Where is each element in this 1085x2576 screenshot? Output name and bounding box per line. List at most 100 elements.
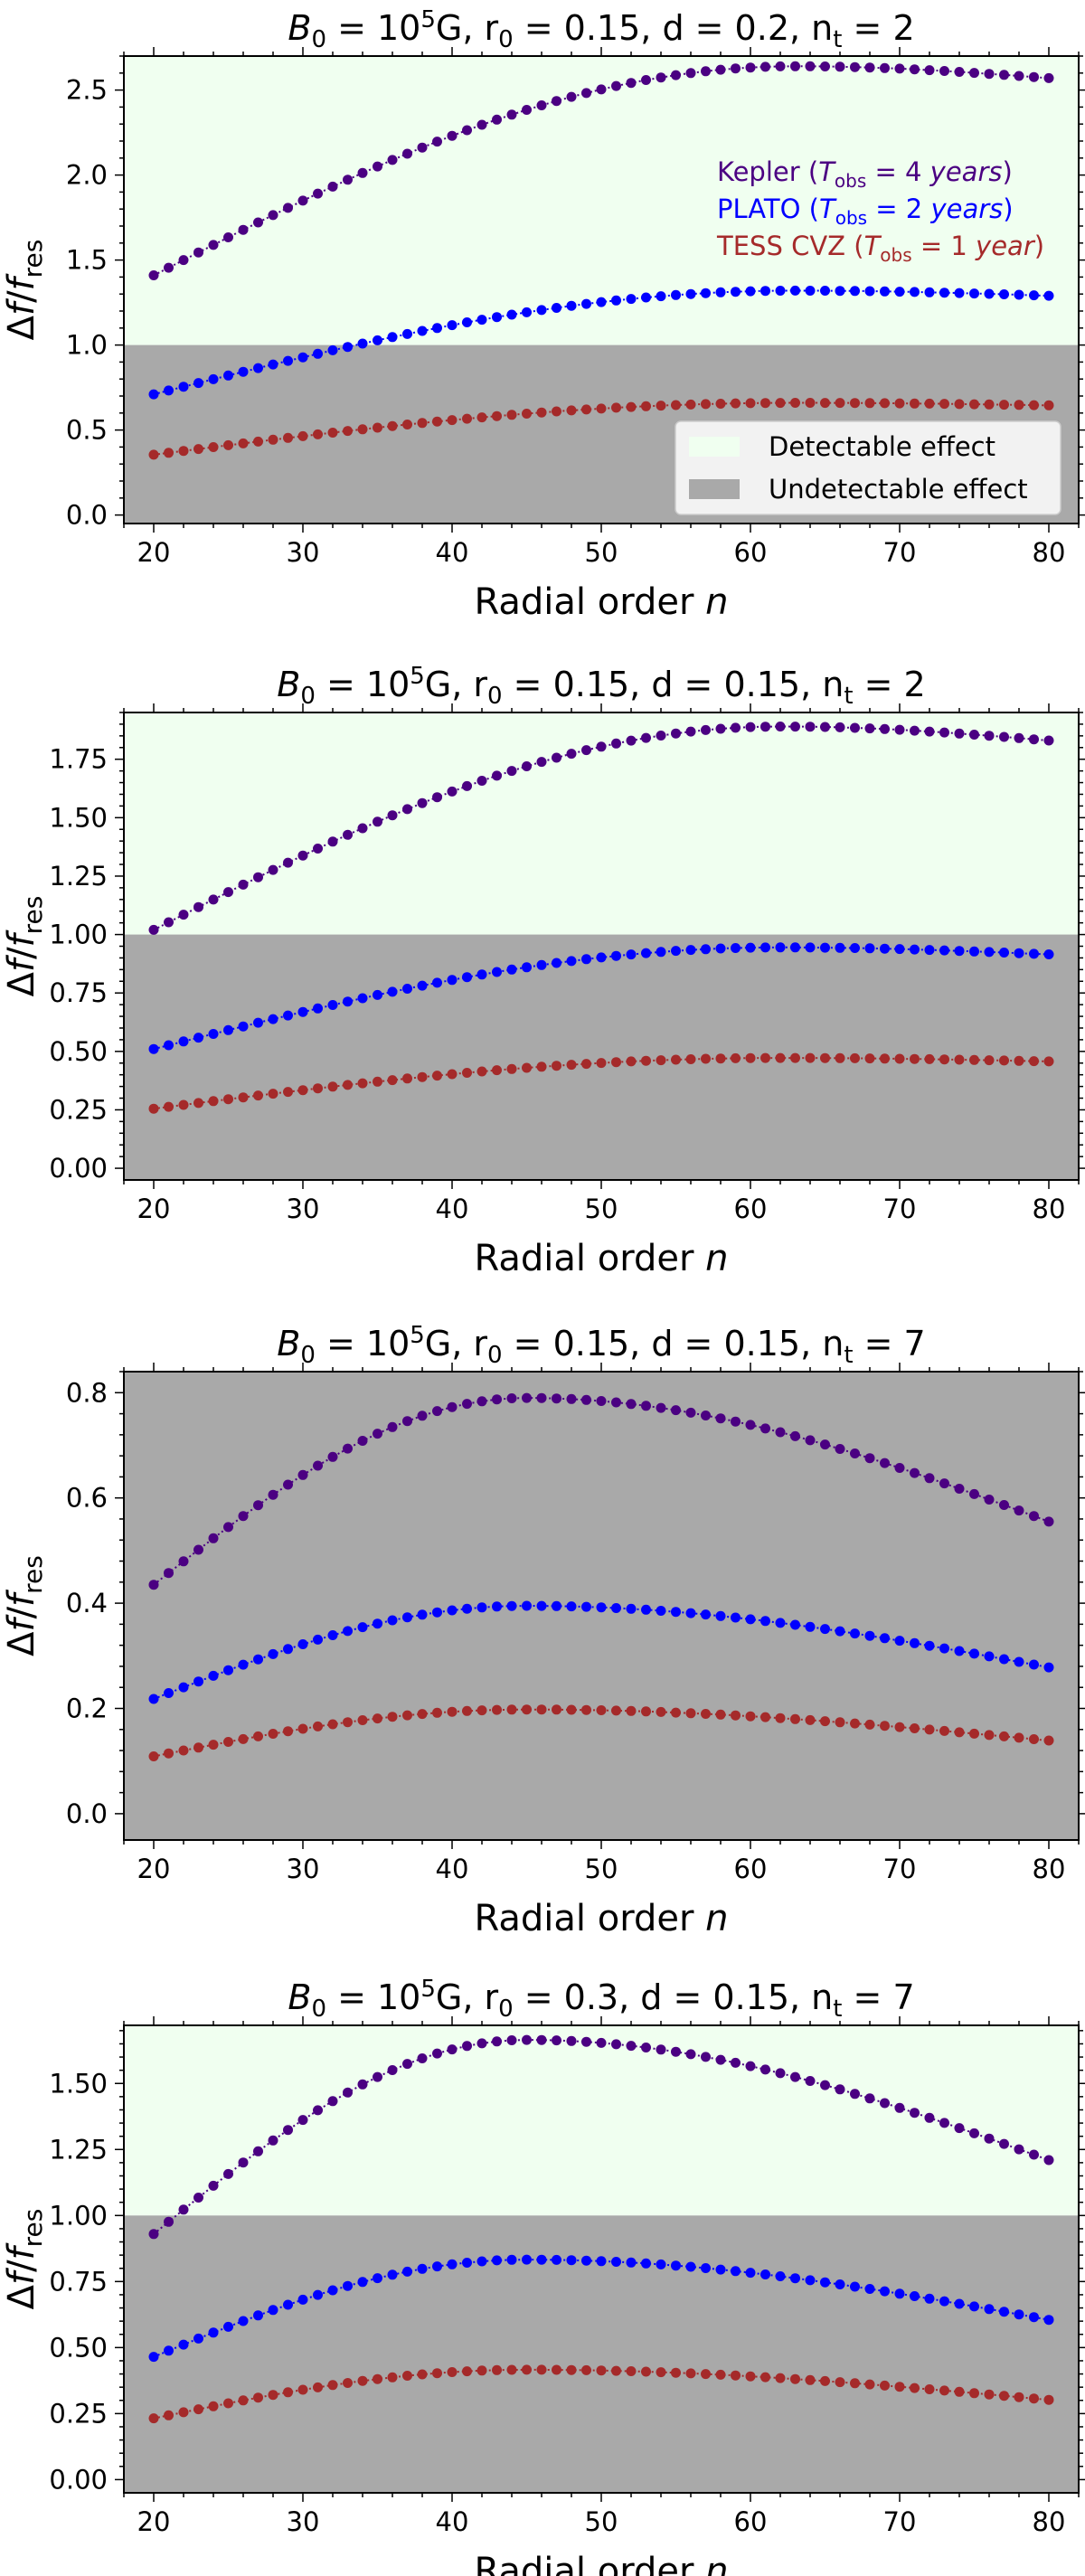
data-point [253, 872, 263, 882]
data-point [253, 2146, 263, 2156]
data-point [715, 64, 726, 75]
data-point [715, 2054, 726, 2065]
data-point [506, 2035, 517, 2045]
data-point [641, 1055, 651, 1066]
data-point [253, 2310, 263, 2321]
x-tick-label: 70 [883, 2506, 917, 2537]
data-point [999, 948, 1009, 958]
y-tick-label: 1.00 [49, 920, 108, 950]
data-point [522, 105, 532, 115]
data-point [223, 1094, 233, 1105]
data-point [581, 88, 591, 99]
data-point [283, 2299, 293, 2310]
data-point [910, 1467, 920, 1478]
data-point [745, 2268, 756, 2279]
text-part: d = 0.15, [629, 1977, 800, 2017]
data-point [850, 286, 860, 297]
data-point [297, 352, 308, 363]
data-point [164, 1748, 174, 1759]
text-part: 5 [420, 6, 436, 33]
data-point [208, 2327, 219, 2338]
data-point [760, 2064, 770, 2075]
data-point [492, 410, 502, 421]
data-point [745, 398, 756, 409]
text-part: = 10 [326, 8, 420, 48]
data-point [552, 1061, 561, 1071]
data-point [268, 434, 278, 445]
data-point [208, 1670, 219, 1681]
data-point [1014, 1656, 1024, 1667]
data-point [462, 413, 472, 424]
text-part: G, [425, 665, 463, 704]
data-point [193, 1098, 203, 1109]
data-point [387, 420, 398, 431]
data-point [313, 1721, 323, 1731]
data-point [969, 1054, 979, 1065]
data-point [223, 1737, 233, 1747]
data-point [596, 1058, 607, 1069]
data-point [969, 946, 979, 957]
text-part: d = 0.2, [651, 8, 800, 48]
data-point [313, 1634, 323, 1645]
data-point [253, 363, 263, 373]
data-point [954, 399, 965, 410]
data-point [536, 2364, 547, 2375]
x-tick-label: 40 [436, 2506, 469, 2537]
data-point [835, 398, 845, 409]
panel-2: 20 30 40 50 60 70 800.000.250.500.751.001.251.… [1, 663, 1085, 1279]
data-point [745, 722, 756, 732]
data-point [552, 303, 561, 313]
text-part: 5 [410, 1322, 425, 1349]
data-point [596, 1602, 607, 1613]
y-tick-label: 1.75 [49, 744, 108, 775]
data-point [611, 80, 621, 91]
data-point [864, 723, 875, 734]
text-part: 5 [420, 1976, 436, 2003]
data-point [760, 398, 770, 409]
data-point [536, 1600, 547, 1611]
data-point [506, 1393, 517, 1403]
data-point [536, 100, 547, 110]
data-point [387, 1075, 398, 1086]
y-tick-label: 0.25 [49, 2398, 108, 2429]
data-point [208, 894, 219, 905]
data-point [208, 373, 219, 384]
data-point [1029, 734, 1039, 745]
data-point [1014, 1732, 1024, 1743]
data-point [387, 1615, 398, 1626]
data-point [685, 288, 696, 299]
data-point [193, 901, 203, 912]
data-point [745, 942, 756, 953]
data-point [164, 1688, 174, 1698]
data-point [283, 432, 293, 443]
data-point [805, 942, 816, 953]
y-tick-label: 0.8 [66, 1377, 108, 1408]
text-part: 0 [300, 1342, 316, 1369]
data-point [223, 439, 233, 450]
data-point [641, 2258, 651, 2269]
data-point [343, 2280, 353, 2291]
data-point [462, 317, 472, 327]
data-point [476, 1066, 487, 1077]
legend-plato: PLATO (Tobs = 2 years) [717, 193, 1014, 229]
data-point [805, 2275, 816, 2286]
data-point [954, 1484, 965, 1494]
data-point [864, 2284, 875, 2294]
data-point [880, 1053, 890, 1064]
data-point [641, 2043, 651, 2052]
data-point [611, 2257, 621, 2267]
data-point [327, 344, 338, 355]
legend-tess: TESS CVZ (Tobs = 1 year) [716, 231, 1044, 266]
data-point [894, 1722, 905, 1732]
data-point [402, 1612, 412, 1623]
data-point [238, 2316, 249, 2326]
data-point [760, 286, 770, 297]
data-point [999, 289, 1009, 299]
x-axis-label: Radial order n [474, 581, 728, 623]
text-part: d = 0.15, [640, 665, 811, 704]
data-point [164, 1101, 174, 1112]
data-point [522, 1704, 532, 1715]
data-point [880, 2380, 890, 2391]
data-point [1014, 71, 1024, 81]
data-point [536, 757, 547, 768]
